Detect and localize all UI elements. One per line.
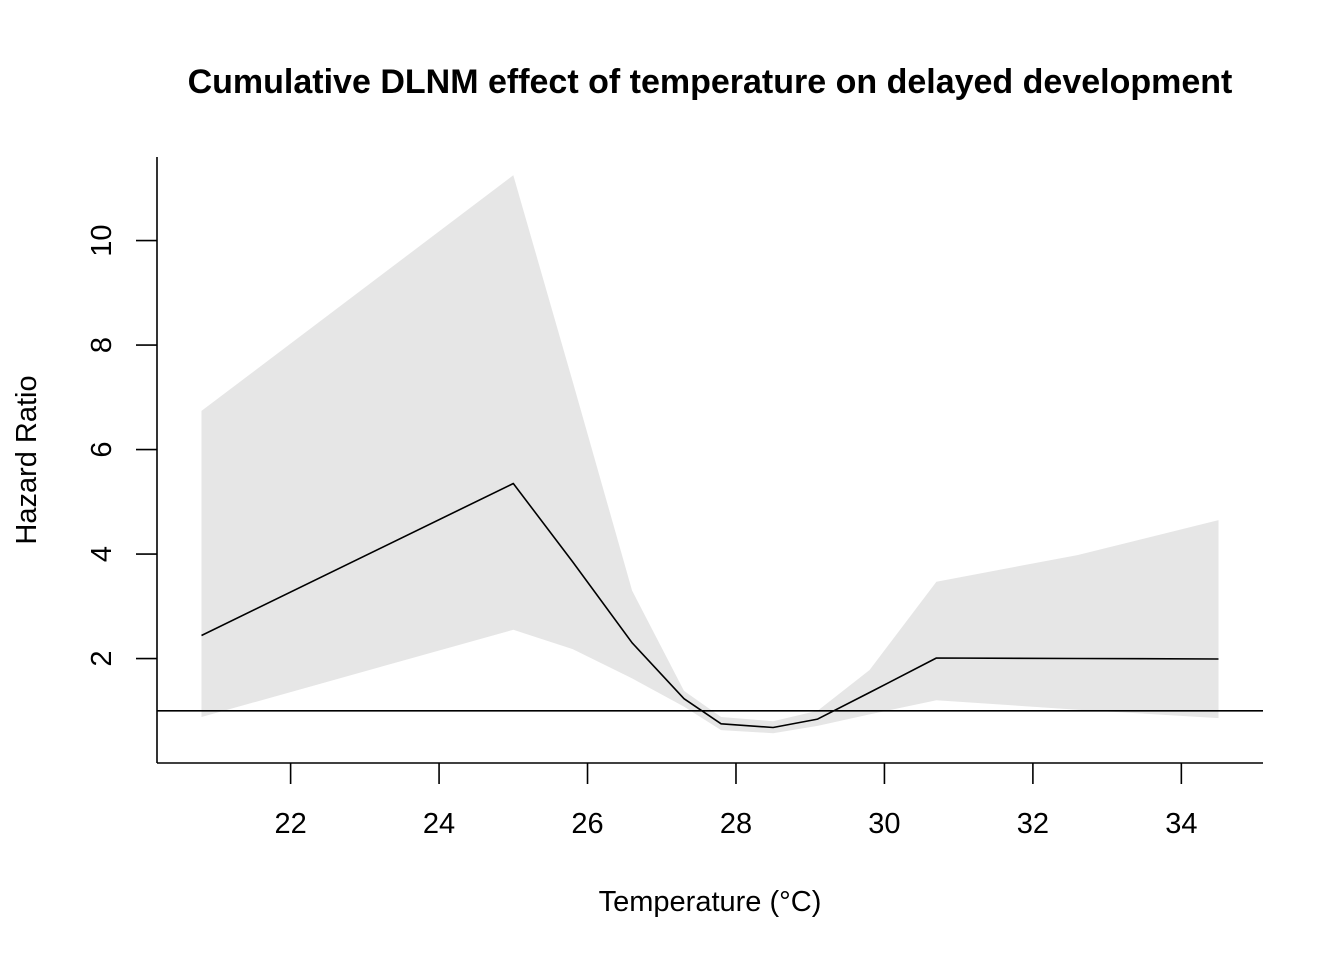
x-axis-ticks: 22 24 26 28 30 32 34 — [274, 763, 1197, 840]
x-axis-title: Temperature (°C) — [599, 886, 822, 918]
y-tick-label: 6 — [86, 442, 118, 458]
x-tick-label: 26 — [571, 808, 603, 840]
estimate-line — [201, 482, 1219, 729]
x-tick-label: 24 — [423, 808, 455, 840]
x-tick-label: 22 — [274, 808, 306, 840]
x-tick-label: 30 — [868, 808, 900, 840]
chart-title: Cumulative DLNM effect of temperature on… — [188, 63, 1233, 101]
y-tick-label: 8 — [86, 337, 118, 353]
confidence-band — [201, 175, 1219, 734]
y-axis-ticks: 2 4 6 8 10 — [86, 224, 157, 667]
x-tick-label: 28 — [720, 808, 752, 840]
x-tick-label: 34 — [1165, 808, 1197, 840]
plot-area — [157, 175, 1263, 734]
y-tick-label: 4 — [86, 546, 118, 562]
y-tick-label: 10 — [86, 224, 118, 256]
y-tick-label: 2 — [86, 650, 118, 666]
y-axis-title: Hazard Ratio — [11, 375, 43, 544]
x-tick-label: 32 — [1017, 808, 1049, 840]
